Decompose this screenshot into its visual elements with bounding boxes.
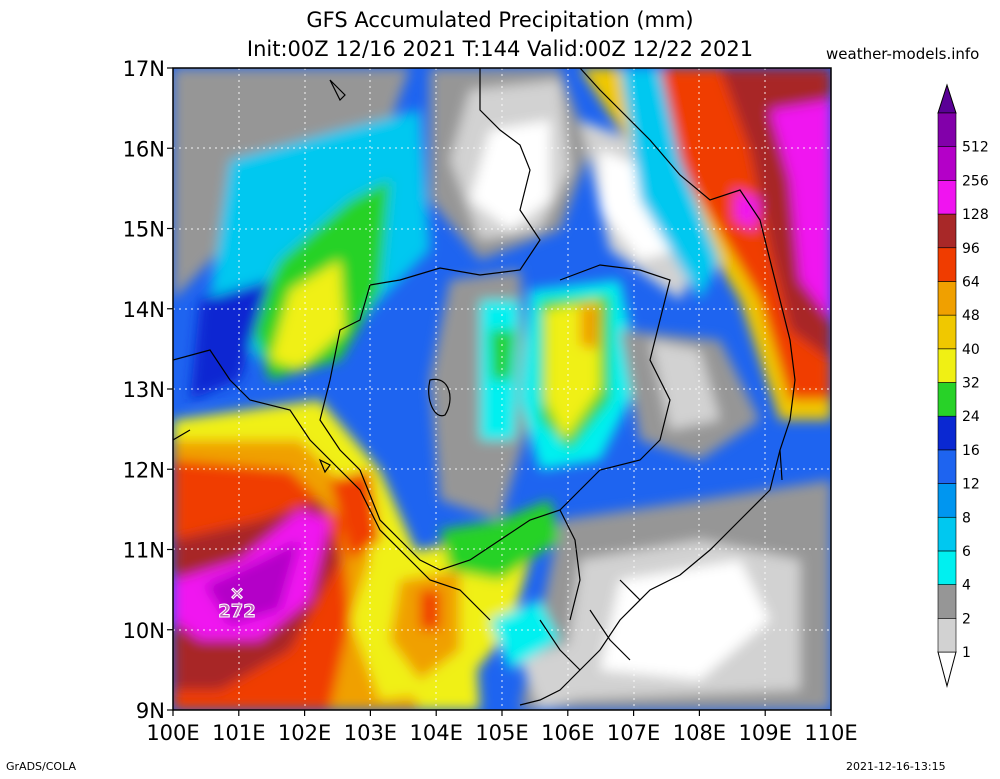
lat-label: 12N	[123, 458, 165, 482]
legend-swatch	[937, 449, 957, 484]
legend-label: 8	[962, 510, 971, 526]
lon-label: 102E	[278, 721, 331, 745]
legend-label: 256	[962, 173, 989, 189]
map-title: GFS Accumulated Precipitation (mm)	[306, 8, 694, 32]
legend-label: 6	[962, 544, 971, 560]
legend-swatch	[937, 516, 957, 552]
lon-label: 101E	[212, 721, 265, 745]
legend-swatch	[937, 314, 957, 350]
grads-credit: GrADS/COLA	[6, 760, 76, 773]
axis-ticks	[167, 67, 832, 716]
legend-label: 24	[962, 409, 980, 425]
legend-label: 1	[962, 645, 971, 661]
legend-swatch	[937, 348, 957, 383]
legend-swatch	[937, 483, 957, 518]
lat-label: 13N	[123, 378, 165, 402]
timestamp-label: 2021-12-16-13:15	[846, 760, 946, 773]
legend-label: 12	[962, 477, 980, 493]
lat-label: 9N	[136, 699, 165, 723]
max-marker-symbol: ×	[229, 583, 244, 604]
lat-label: 16N	[123, 137, 165, 161]
legend-label: 128	[962, 207, 989, 223]
lon-label: 110E	[804, 721, 857, 745]
lon-label: 109E	[739, 721, 792, 745]
max-precip-marker: × 272	[218, 583, 257, 623]
lat-label: 14N	[123, 298, 165, 322]
legend-label: 4	[962, 578, 971, 594]
precip-field: × 272	[173, 68, 831, 710]
legend-swatch	[937, 146, 957, 181]
lon-label: 105E	[475, 721, 528, 745]
legend-label: 64	[962, 274, 980, 290]
lon-label: 100E	[146, 721, 199, 745]
max-marker-value: 272	[218, 601, 256, 622]
legend-label: 32	[962, 376, 980, 392]
legend-swatch	[937, 112, 957, 147]
legend-swatch	[937, 415, 957, 451]
lon-label: 108E	[673, 721, 726, 745]
lon-label: 106E	[541, 721, 594, 745]
lat-label: 11N	[123, 539, 165, 563]
legend-swatch	[937, 247, 957, 282]
lat-label: 15N	[123, 218, 165, 242]
lon-label: 107E	[607, 721, 660, 745]
map-subtitle: Init:00Z 12/16 2021 T:144 Valid:00Z 12/2…	[246, 37, 754, 61]
legend-swatch	[937, 213, 957, 249]
legend-swatch	[937, 584, 957, 619]
longitude-labels: 100E 101E 102E 103E 104E 105E 106E 107E 108E 109E…	[146, 721, 857, 745]
map-graticule	[173, 68, 831, 710]
legend-label: 96	[962, 241, 980, 257]
legend-bottom-arrow	[937, 651, 957, 688]
legend-label: 512	[962, 140, 989, 156]
legend-swatch	[937, 382, 957, 417]
legend-label: 48	[962, 308, 980, 324]
lon-label: 103E	[344, 721, 397, 745]
lat-label: 10N	[123, 619, 165, 643]
legend-swatch	[937, 281, 957, 316]
legend-swatch	[937, 618, 957, 653]
legend-label: 16	[962, 443, 980, 459]
coastlines-borders	[173, 68, 796, 706]
legend-label: 40	[962, 342, 980, 358]
lat-label: 17N	[123, 57, 165, 81]
legend-swatch	[937, 180, 957, 215]
legend-top-arrow	[937, 83, 957, 114]
latitude-labels: 17N 16N 15N 14N 13N 12N 11N 10N 9N	[123, 57, 165, 723]
site-label: weather-models.info	[826, 45, 980, 63]
legend-label: 2	[962, 611, 971, 627]
legend-swatch	[937, 550, 957, 585]
lon-label: 104E	[410, 721, 463, 745]
